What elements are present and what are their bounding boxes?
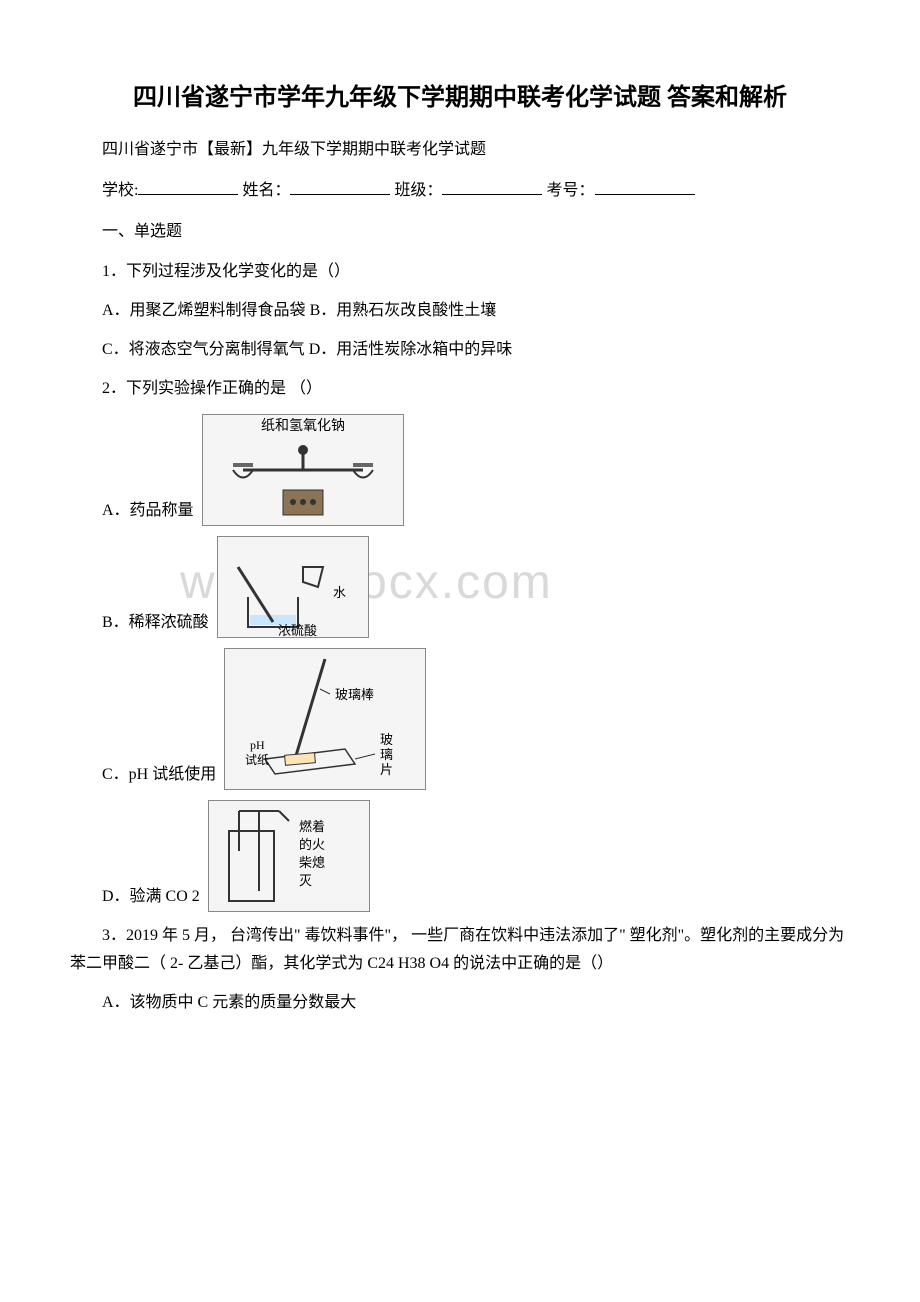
q2-image-a-balance: 纸和氢氧化钠 <box>202 414 404 526</box>
name-blank <box>290 179 390 195</box>
class-blank <box>442 179 542 195</box>
question-1-options-ab: A．用聚乙烯塑料制得食品袋 B．用熟石灰改良酸性土壤 <box>70 297 850 326</box>
img-c-glass-label3: 片 <box>380 762 393 777</box>
img-d-label2: 的火 <box>299 837 325 852</box>
q2-option-c-row: C．pH 试纸使用 玻璃棒 pH 试纸 玻 璃 片 <box>70 648 850 790</box>
img-a-label: 纸和氢氧化钠 <box>261 418 345 434</box>
img-d-label4: 灭 <box>299 873 312 888</box>
q2-option-b-row: B．稀释浓硫酸 水 浓硫酸 <box>70 536 850 638</box>
name-label: 姓名： <box>242 182 290 199</box>
question-1-options-cd: C．将液态空气分离制得氧气 D．用活性炭除冰箱中的异味 <box>70 336 850 365</box>
dilution-icon: 水 浓硫酸 <box>218 537 368 637</box>
section-1-header: 一、单选题 <box>70 218 850 247</box>
q2-option-c-label: C．pH 试纸使用 <box>102 761 216 790</box>
form-fields-line: 学校: 姓名： 班级： 考号： <box>70 177 850 206</box>
school-label: 学校: <box>102 182 138 199</box>
img-b-acid-label: 浓硫酸 <box>278 623 317 637</box>
q1-option-b: B．用熟石灰改良酸性土壤 <box>310 302 497 319</box>
document-title: 四川省遂宁市学年九年级下学期期中联考化学试题 答案和解析 <box>70 80 850 116</box>
ph-test-icon: 玻璃棒 pH 试纸 玻 璃 片 <box>225 649 425 789</box>
img-c-glass-label1: 玻 <box>380 732 393 747</box>
class-label: 班级： <box>394 182 442 199</box>
document-content: 四川省遂宁市学年九年级下学期期中联考化学试题 答案和解析 四川省遂宁市【最新】九… <box>70 80 850 1018</box>
q1-option-c: C．将液态空气分离制得氧气 <box>102 341 305 358</box>
q3-option-a: A．该物质中 C 元素的质量分数最大 <box>70 989 850 1018</box>
img-b-water-label: 水 <box>333 585 346 600</box>
q2-option-d-row: D．验满 CO 2 燃着 的火 柴熄 灭 <box>70 800 850 912</box>
question-2-text: 2．下列实验操作正确的是 （） <box>70 375 850 404</box>
q2-option-d-label: D．验满 CO 2 <box>102 883 200 912</box>
q2-image-c-ph-paper: 玻璃棒 pH 试纸 玻 璃 片 <box>224 648 426 790</box>
img-c-rod-label: 玻璃棒 <box>335 687 374 702</box>
q1-option-d: D．用活性炭除冰箱中的异味 <box>309 341 513 358</box>
exam-number-label: 考号： <box>546 182 594 199</box>
img-d-label3: 柴熄 <box>299 855 325 870</box>
img-c-glass-label2: 璃 <box>380 747 393 762</box>
exam-number-blank <box>595 179 695 195</box>
img-c-paper-label1: pH <box>250 738 265 752</box>
q2-option-b-label: B．稀释浓硫酸 <box>102 609 209 638</box>
question-3-text: 3．2019 年 5 月， 台湾传出" 毒饮料事件"， 一些厂商在饮料中违法添加… <box>70 922 850 980</box>
q2-option-a-label: A．药品称量 <box>102 497 194 526</box>
balance-scale-icon: 纸和氢氧化钠 <box>203 415 403 525</box>
q2-image-b-dilution: 水 浓硫酸 <box>217 536 369 638</box>
q2-image-d-co2-test: 燃着 的火 柴熄 灭 <box>208 800 370 912</box>
question-1-text: 1．下列过程涉及化学变化的是（） <box>70 258 850 287</box>
img-c-paper-label2: 试纸 <box>245 752 269 767</box>
q1-option-a: A．用聚乙烯塑料制得食品袋 <box>102 302 306 319</box>
school-blank <box>138 179 238 195</box>
q2-option-a-row: A．药品称量 纸和氢氧化钠 <box>70 414 850 526</box>
document-subtitle: 四川省遂宁市【最新】九年级下学期期中联考化学试题 <box>70 136 850 165</box>
img-d-label1: 燃着 <box>299 819 325 834</box>
co2-test-icon: 燃着 的火 柴熄 灭 <box>209 801 369 911</box>
